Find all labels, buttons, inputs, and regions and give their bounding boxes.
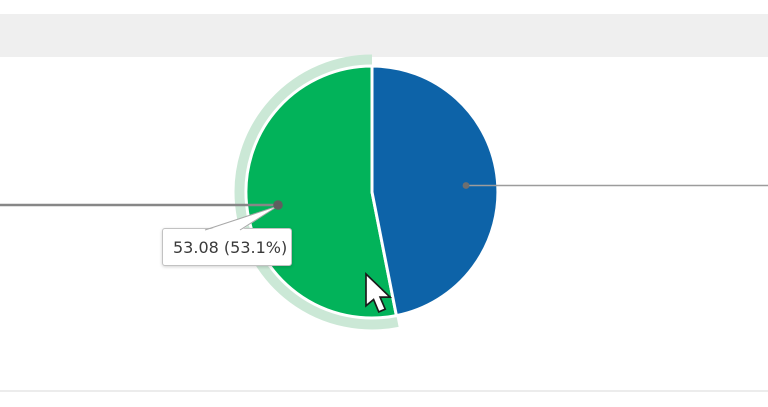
section-divider — [0, 390, 768, 392]
pie-slice-blue[interactable] — [370, 64, 500, 318]
tooltip-value: 53.08 (53.1%) — [173, 237, 288, 257]
chart-tooltip: 53.08 (53.1%) — [162, 228, 292, 266]
leader-dot-right — [462, 182, 470, 189]
toolbar-band — [0, 14, 768, 57]
